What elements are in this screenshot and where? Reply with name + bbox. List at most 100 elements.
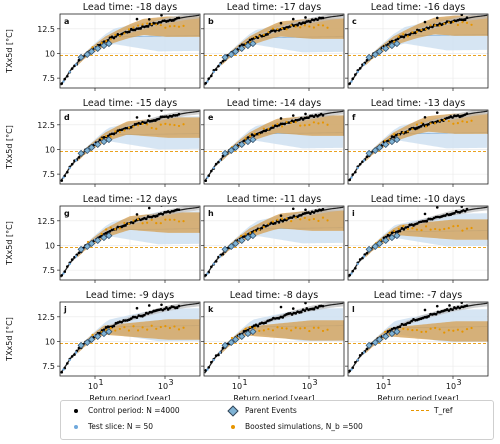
control-point	[316, 306, 319, 310]
boosted-point	[164, 122, 167, 125]
control-point	[207, 77, 211, 80]
control-point	[102, 328, 106, 331]
control-point	[60, 274, 64, 277]
boosted-point	[150, 324, 153, 327]
panel-plot-area	[204, 302, 344, 376]
parent-event-marker	[382, 45, 390, 53]
parent-event-marker	[100, 138, 108, 146]
control-point	[419, 125, 423, 128]
control-point	[129, 125, 133, 129]
control-point	[396, 37, 400, 41]
panel-label: d	[64, 113, 70, 122]
boosted-point	[447, 21, 450, 24]
boosted-point	[438, 119, 441, 122]
control-point	[98, 331, 102, 335]
boosted-point	[123, 221, 126, 225]
control-point	[463, 209, 467, 213]
control-point	[279, 117, 283, 120]
boosted-point	[290, 24, 293, 27]
boosted-point	[397, 227, 400, 230]
control-point	[135, 316, 139, 319]
y-tick-label: 10	[45, 241, 55, 250]
control-point	[210, 265, 213, 269]
control-point	[288, 216, 292, 219]
control-point	[252, 134, 256, 138]
control-point	[404, 226, 408, 229]
control-point	[214, 260, 218, 263]
parent-event-marker	[244, 234, 252, 242]
control-point	[358, 258, 362, 261]
control-point	[66, 362, 69, 365]
boosted-point	[100, 41, 103, 45]
boosted-point	[402, 131, 405, 134]
control-point	[264, 321, 267, 325]
x-tick-exponent: 1	[98, 378, 103, 387]
control-point	[148, 310, 152, 314]
parent-event-marker	[376, 47, 384, 55]
control-point	[402, 35, 406, 39]
control-point	[266, 33, 269, 36]
boosted-point	[123, 326, 126, 329]
boosted-point	[388, 231, 391, 234]
parent-event-marker	[100, 42, 108, 50]
control-point	[304, 302, 307, 305]
panel-plot-area	[348, 302, 488, 376]
boosted-band	[365, 15, 488, 66]
control-point	[110, 228, 114, 232]
control-point	[294, 312, 298, 315]
control-point	[423, 308, 427, 312]
control-point	[102, 136, 106, 139]
control-point	[414, 318, 417, 322]
parent-event-marker	[393, 40, 401, 48]
boosted-point	[244, 327, 247, 331]
control-point	[285, 218, 288, 222]
control-point	[435, 111, 439, 114]
test-slice-point	[362, 63, 366, 66]
boosted-point	[132, 26, 135, 29]
control-point	[277, 317, 281, 320]
x-tick-exponent: 3	[456, 378, 461, 387]
boosted-point	[136, 218, 140, 221]
boosted-point	[393, 133, 396, 136]
control-point	[425, 220, 429, 223]
panel-plot-area	[348, 206, 488, 280]
boosted-point	[182, 220, 185, 223]
control-point	[463, 18, 467, 22]
boosted-point	[438, 328, 441, 331]
boosted-point	[136, 329, 140, 332]
control-point	[396, 230, 400, 233]
control-point	[260, 226, 264, 230]
boosted-point	[280, 27, 284, 30]
boosted-point	[470, 226, 473, 230]
y-tick-label: 12.5	[37, 25, 55, 34]
test-slice-point	[68, 358, 72, 362]
control-point	[214, 68, 218, 71]
boosted-point	[447, 119, 450, 123]
control-point	[63, 77, 67, 81]
control-point	[217, 160, 220, 164]
boosted-point	[109, 326, 112, 330]
y-tick-label: 12.5	[37, 217, 55, 226]
parent-event-marker	[94, 237, 102, 245]
boosted-point	[321, 24, 325, 27]
boosted-point	[290, 220, 293, 223]
control-point	[161, 212, 165, 216]
test-slice-point	[362, 351, 366, 354]
boosted-point	[470, 119, 473, 122]
control-point	[273, 29, 277, 33]
boosted-point	[253, 326, 256, 329]
boosted-point	[100, 137, 103, 140]
test-slice-point	[206, 80, 209, 83]
x-axis-label: Return period [year]	[89, 394, 170, 400]
boosted-point	[402, 327, 405, 330]
control-point	[303, 21, 307, 25]
boosted-point	[424, 225, 428, 228]
test-slice-point	[350, 272, 353, 275]
control-point	[296, 23, 299, 27]
control-point	[291, 207, 295, 211]
boosted-point	[253, 36, 256, 39]
boosted-point	[393, 40, 396, 43]
boosted-point	[321, 121, 325, 124]
boosted-point	[280, 326, 284, 330]
control-point	[139, 27, 142, 30]
